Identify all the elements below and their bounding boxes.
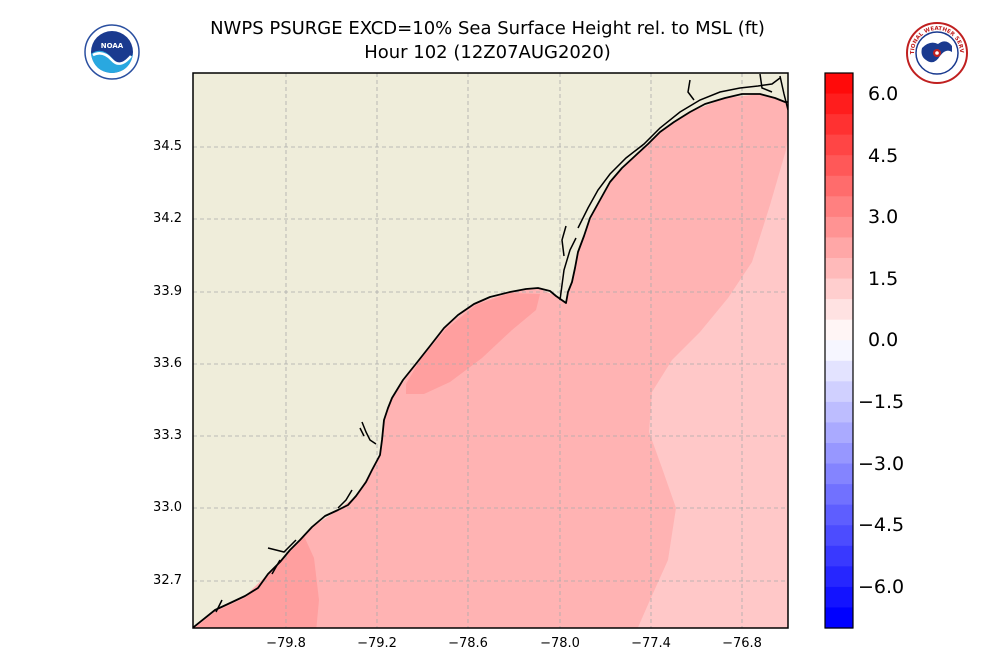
colorbar-segment: [825, 586, 853, 609]
colorbar-segment: [825, 237, 853, 259]
high-surge-region-south: [195, 536, 319, 628]
low-surge-region: [637, 136, 788, 628]
lon-label: −79.2: [357, 636, 397, 651]
colorbar-segment: [825, 216, 853, 239]
colorbar-segment: [825, 381, 853, 403]
colorbar-segment: [825, 607, 853, 629]
colorbar-segment: [825, 545, 853, 567]
map-subtitle: Hour 102 (12Z07AUG2020): [364, 42, 611, 63]
colorbar-segment: [825, 175, 853, 197]
colorbar-segment: [825, 340, 853, 362]
colorbar-segment: [825, 278, 853, 300]
lat-label: 33.0: [153, 500, 182, 515]
colorbar-segment: [825, 422, 853, 444]
lat-label: 33.9: [153, 284, 182, 299]
lat-label: 33.6: [153, 356, 182, 371]
colorbar-segment: [825, 360, 853, 382]
inlet-features: [215, 73, 788, 613]
lon-label: −78.0: [540, 636, 580, 651]
lat-label: 34.5: [153, 139, 182, 154]
colorbar-segment: [825, 134, 853, 156]
colorbar-tick-label: 0.0: [868, 329, 899, 351]
lat-label: 34.2: [153, 211, 182, 226]
lon-label: −77.4: [631, 636, 671, 651]
colorbar-segment: [825, 114, 853, 136]
colorbar-tick-label: −4.5: [858, 514, 905, 536]
colorbar: [824, 72, 854, 629]
lat-label: 33.3: [153, 428, 182, 443]
colorbar-segment: [825, 196, 853, 218]
colorbar-tick-label: −3.0: [858, 453, 905, 475]
colorbar-tick-label: 4.5: [868, 145, 899, 167]
colorbar-segment: [825, 443, 853, 465]
noaa-logo: NOAA: [84, 24, 140, 80]
map-title: NWPS PSURGE EXCD=10% Sea Surface Height …: [210, 18, 765, 39]
nws-logo: NATIONAL WEATHER SERVICE: [906, 22, 968, 84]
colorbar-segment: [825, 299, 853, 321]
lon-label: −78.6: [448, 636, 488, 651]
map-gridlines: [193, 73, 788, 628]
colorbar-segment: [825, 566, 853, 588]
colorbar-segment: [825, 463, 853, 485]
ocean-surge-field: [193, 94, 788, 628]
coastline: [193, 93, 788, 628]
noaa-logo-text: NOAA: [101, 42, 124, 50]
colorbar-segment: [825, 525, 853, 547]
colorbar-segment: [825, 258, 853, 280]
lat-label: 32.7: [153, 573, 182, 588]
colorbar-segment: [825, 319, 853, 341]
colorbar-tick-label: 1.5: [868, 268, 899, 290]
colorbar-tick-label: −6.0: [858, 576, 905, 598]
colorbar-tick-label: 6.0: [868, 83, 899, 105]
colorbar-segment: [825, 401, 853, 424]
colorbar-segment: [825, 93, 853, 115]
high-surge-region-bay: [406, 293, 540, 394]
lon-label: −76.8: [722, 636, 762, 651]
colorbar-frame: [824, 72, 854, 629]
colorbar-tick-label: 3.0: [868, 206, 899, 228]
colorbar-segment: [825, 484, 853, 506]
colorbar-tick-label: −1.5: [858, 391, 905, 413]
colorbar-segment: [825, 155, 853, 177]
colorbar-segment: [825, 73, 853, 95]
map-frame: [192, 72, 789, 629]
colorbar-segment: [825, 504, 853, 526]
lon-label: −79.8: [266, 636, 306, 651]
